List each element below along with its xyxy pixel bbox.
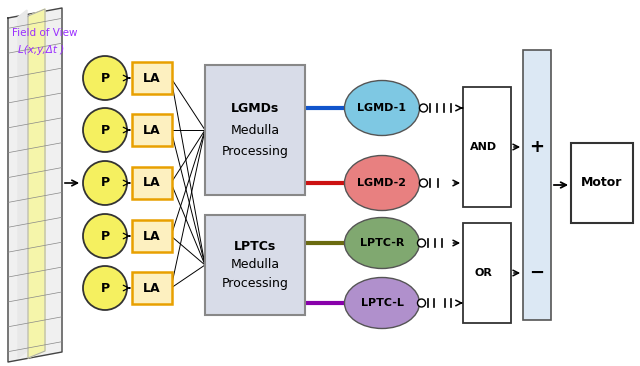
Ellipse shape [83,266,127,310]
Bar [205,65,305,195]
Ellipse shape [344,277,419,329]
Text: LGMD-1: LGMD-1 [358,103,406,113]
Bar [463,223,511,323]
Text: AND: AND [470,142,497,152]
Text: LPTC-L: LPTC-L [360,298,403,308]
Bar [523,50,551,320]
Text: Processing: Processing [221,276,289,290]
Bar [571,143,633,223]
Text: LA: LA [143,229,161,243]
Ellipse shape [83,161,127,205]
Text: LGMD-2: LGMD-2 [358,178,406,188]
Text: Medulla: Medulla [230,258,280,272]
Ellipse shape [344,217,419,269]
Ellipse shape [83,214,127,258]
Polygon shape [18,10,27,358]
Text: +: + [529,138,545,156]
Text: LA: LA [143,71,161,85]
Bar [463,87,511,207]
FancyBboxPatch shape [132,114,172,146]
Ellipse shape [344,156,419,210]
FancyBboxPatch shape [132,62,172,94]
Text: P: P [100,229,109,243]
Bar [205,215,305,315]
Text: OR: OR [474,268,492,278]
Text: LPTCs: LPTCs [234,240,276,254]
Text: L(x,y,Δt ): L(x,y,Δt ) [18,45,64,55]
Text: LA: LA [143,281,161,295]
FancyBboxPatch shape [132,220,172,252]
Text: P: P [100,123,109,137]
Circle shape [419,179,428,187]
Text: −: − [529,264,545,282]
Text: Motor: Motor [581,176,623,190]
Text: LA: LA [143,123,161,137]
Ellipse shape [344,81,419,135]
Circle shape [417,239,426,247]
Circle shape [417,299,426,307]
Text: P: P [100,71,109,85]
Ellipse shape [83,108,127,152]
Circle shape [419,104,428,112]
Text: LPTC-R: LPTC-R [360,238,404,248]
Polygon shape [8,8,62,362]
Text: P: P [100,176,109,190]
Text: Field of View: Field of View [12,28,77,38]
Text: Medulla: Medulla [230,123,280,137]
Polygon shape [28,9,45,358]
Text: LA: LA [143,176,161,190]
Ellipse shape [83,56,127,100]
Text: LGMDs: LGMDs [231,101,279,115]
FancyBboxPatch shape [132,272,172,304]
Text: Processing: Processing [221,146,289,158]
FancyBboxPatch shape [132,167,172,199]
Text: P: P [100,281,109,295]
